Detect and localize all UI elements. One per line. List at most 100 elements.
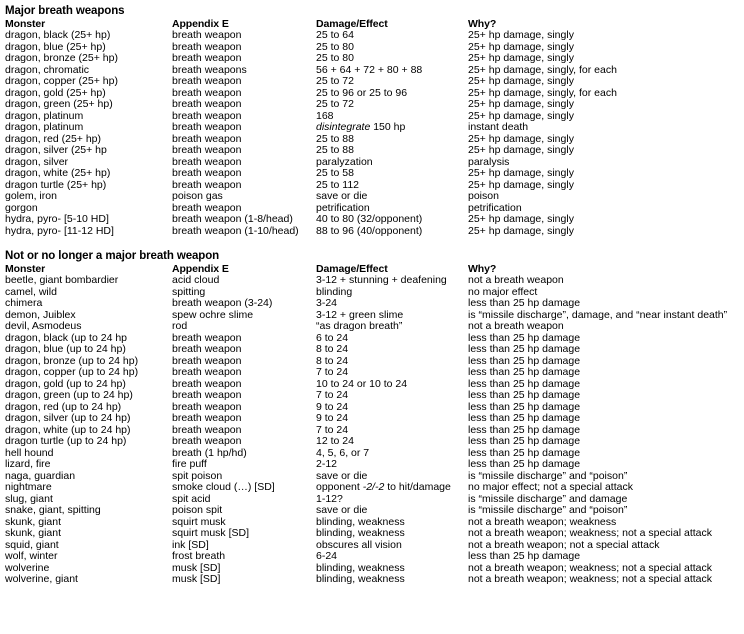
- section-title: Major breath weapons: [5, 5, 125, 17]
- cell-why: poison: [468, 190, 499, 202]
- cell-appendix-e: squirt musk [SD]: [172, 527, 250, 539]
- cell-damage-effect: save or die: [316, 190, 368, 202]
- cell-why: less than 25 hp damage: [468, 458, 581, 470]
- cell-why: not a breath weapon; weakness; not a spe…: [468, 573, 712, 585]
- breath-weapon-table: Monster Appendix E Damage/Effect Why? beetle…: [0, 263, 744, 586]
- cell-monster: dragon, red (up to 24 hp): [5, 400, 122, 413]
- cell-monster: dragon, white (25+ hp): [5, 167, 111, 179]
- cell-why: petrification: [468, 201, 522, 214]
- table-row: chimera breath weapon (3-24) 3-24 less than…: [0, 297, 744, 310]
- cell-appendix-e: breath weapon: [172, 377, 242, 390]
- cell-appendix-e: breath weapon: [172, 366, 242, 378]
- table-header-row: Monster Appendix E Damage/Effect Why?: [0, 18, 744, 30]
- cell-damage-effect: blinding, weakness: [316, 573, 405, 585]
- table-row: dragon, chromatic breath weapons 56 + 64 +…: [0, 64, 744, 77]
- cell-monster: hydra, pyro- [5-10 HD]: [5, 213, 109, 225]
- table-row: dragon, white (up to 24 hp) breath weapon…: [0, 423, 744, 437]
- table-row: dragon, silver (25+ hp breath weapon 25 to…: [0, 144, 744, 157]
- cell-why: is “missile discharge”, damage, and “nea…: [468, 308, 728, 321]
- table-row: dragon, copper (up to 24 hp) breath weapo…: [0, 366, 744, 379]
- cell-monster: dragon, copper (up to 24 hp): [5, 366, 139, 378]
- cell-damage-effect: 3-12 + stunning + deafening: [316, 274, 447, 286]
- cell-monster: dragon, green (up to 24 hp): [5, 389, 133, 401]
- cell-damage-effect: save or die: [316, 504, 368, 516]
- cell-monster: naga, guardian: [5, 469, 76, 482]
- sections-container: Major breath weapons Monster Appendix E Dam…: [0, 4, 744, 586]
- cell-monster: dragon, red (25+ hp): [5, 132, 102, 145]
- table-row: dragon, copper (25+ hp) breath weapon 25 t…: [0, 75, 744, 88]
- cell-why: less than 25 hp damage: [468, 366, 581, 378]
- table-row: hell hound breath (1 hp/hd) 4, 5, 6, or 7 l…: [0, 446, 744, 460]
- table-row: dragon, bronze (25+ hp) breath weapon 25 t…: [0, 52, 744, 65]
- cell-damage-effect: petrification: [316, 201, 370, 214]
- cell-why: no major effect: [468, 285, 538, 298]
- cell-why: 25+ hp damage, singly: [468, 178, 574, 191]
- cell-appendix-e: fire puff: [172, 458, 207, 470]
- cell-why: 25+ hp damage, singly: [468, 109, 574, 122]
- table-row: wolf, winter frost breath 6-24 less than 25…: [0, 550, 744, 563]
- cell-why: instant death: [468, 121, 529, 133]
- table-row: hydra, pyro- [11-12 HD] breath weapon (1-…: [0, 224, 744, 238]
- section: Major breath weapons Monster Appendix E Dam…: [0, 4, 744, 237]
- cell-monster: dragon turtle (up to 24 hp): [5, 435, 127, 447]
- cell-why: 25+ hp damage, singly: [468, 29, 574, 41]
- cell-why: 25+ hp damage, singly: [468, 144, 574, 156]
- cell-appendix-e: breath weapon: [172, 167, 242, 179]
- cell-why: 25+ hp damage, singly: [468, 75, 574, 87]
- table-row: slug, giant spit acid 1-12? is “missile dis…: [0, 492, 744, 506]
- cell-monster: camel, wild: [5, 285, 57, 298]
- cell-monster: dragon, copper (25+ hp): [5, 75, 118, 87]
- cell-damage-effect: 8 to 24: [316, 354, 349, 367]
- cell-damage-effect: disintegrate 150 hp: [316, 121, 406, 133]
- cell-damage-effect: 6 to 24: [316, 331, 349, 344]
- cell-appendix-e: musk [SD]: [172, 561, 221, 574]
- cell-monster: dragon, platinum: [5, 109, 84, 122]
- cell-damage-effect: 6-24: [316, 550, 338, 562]
- table-row: dragon, green (up to 24 hp) breath weapon…: [0, 389, 744, 402]
- cell-appendix-e: breath weapon: [172, 178, 242, 191]
- cell-monster: slug, giant: [5, 492, 53, 505]
- cell-why: less than 25 hp damage: [468, 297, 581, 309]
- cell-monster: dragon, platinum: [5, 121, 84, 133]
- cell-damage-effect: 1-12?: [316, 492, 343, 505]
- section: Not or no longer a major breath weapon Mo…: [0, 249, 744, 586]
- cell-appendix-e: spew ochre slime: [172, 308, 254, 321]
- table-row: dragon, silver breath weapon paralyzation p…: [0, 156, 744, 169]
- cell-monster: devil, Asmodeus: [5, 320, 82, 332]
- cell-why: less than 25 hp damage: [468, 446, 581, 459]
- table-row: nightmare smoke cloud (…) [SD] opponent -2…: [0, 481, 744, 494]
- column-header: Monster: [5, 263, 46, 275]
- table-row: dragon, white (25+ hp) breath weapon 25 to…: [0, 167, 744, 180]
- cell-why: is “missile discharge” and “poison”: [468, 504, 628, 516]
- cell-monster: dragon, white (up to 24 hp): [5, 423, 131, 436]
- cell-damage-effect: “as dragon breath”: [316, 320, 403, 332]
- cell-monster: demon, Juiblex: [5, 308, 76, 321]
- cell-why: less than 25 hp damage: [468, 389, 581, 401]
- table-row: dragon, gold (up to 24 hp) breath weapon 1…: [0, 377, 744, 391]
- cell-appendix-e: breath weapon: [172, 121, 242, 133]
- table-row: dragon turtle (25+ hp) breath weapon 25 to…: [0, 178, 744, 192]
- cell-damage-effect: 25 to 64: [316, 29, 354, 41]
- cell-appendix-e: breath weapon: [172, 331, 242, 344]
- cell-monster: dragon, silver (25+ hp: [5, 144, 107, 156]
- cell-appendix-e: poison gas: [172, 190, 223, 202]
- cell-monster: dragon, blue (up to 24 hp): [5, 343, 126, 355]
- cell-damage-effect: 25 to 88: [316, 132, 354, 145]
- table-row: camel, wild spitting blinding no major effe…: [0, 285, 744, 299]
- cell-appendix-e: breath weapon: [172, 400, 242, 413]
- cell-appendix-e: acid cloud: [172, 274, 220, 286]
- cell-damage-effect: 25 to 80: [316, 40, 354, 53]
- cell-why: 25+ hp damage, singly: [468, 224, 574, 237]
- cell-appendix-e: rod: [172, 320, 188, 332]
- cell-damage-effect: 25 to 58: [316, 167, 354, 179]
- cell-damage-effect: 3-12 + green slime: [316, 308, 404, 321]
- cell-why: less than 25 hp damage: [468, 343, 581, 355]
- cell-why: less than 25 hp damage: [468, 423, 581, 436]
- cell-appendix-e: breath weapon: [172, 343, 242, 355]
- table-row: golem, iron poison gas save or die poison: [0, 190, 744, 203]
- cell-damage-effect: 3-24: [316, 297, 338, 309]
- cell-monster: chimera: [5, 297, 43, 309]
- column-header: Appendix E: [172, 263, 229, 275]
- cell-appendix-e: breath weapon (1-10/head): [172, 224, 299, 237]
- cell-appendix-e: breath weapon: [172, 144, 242, 156]
